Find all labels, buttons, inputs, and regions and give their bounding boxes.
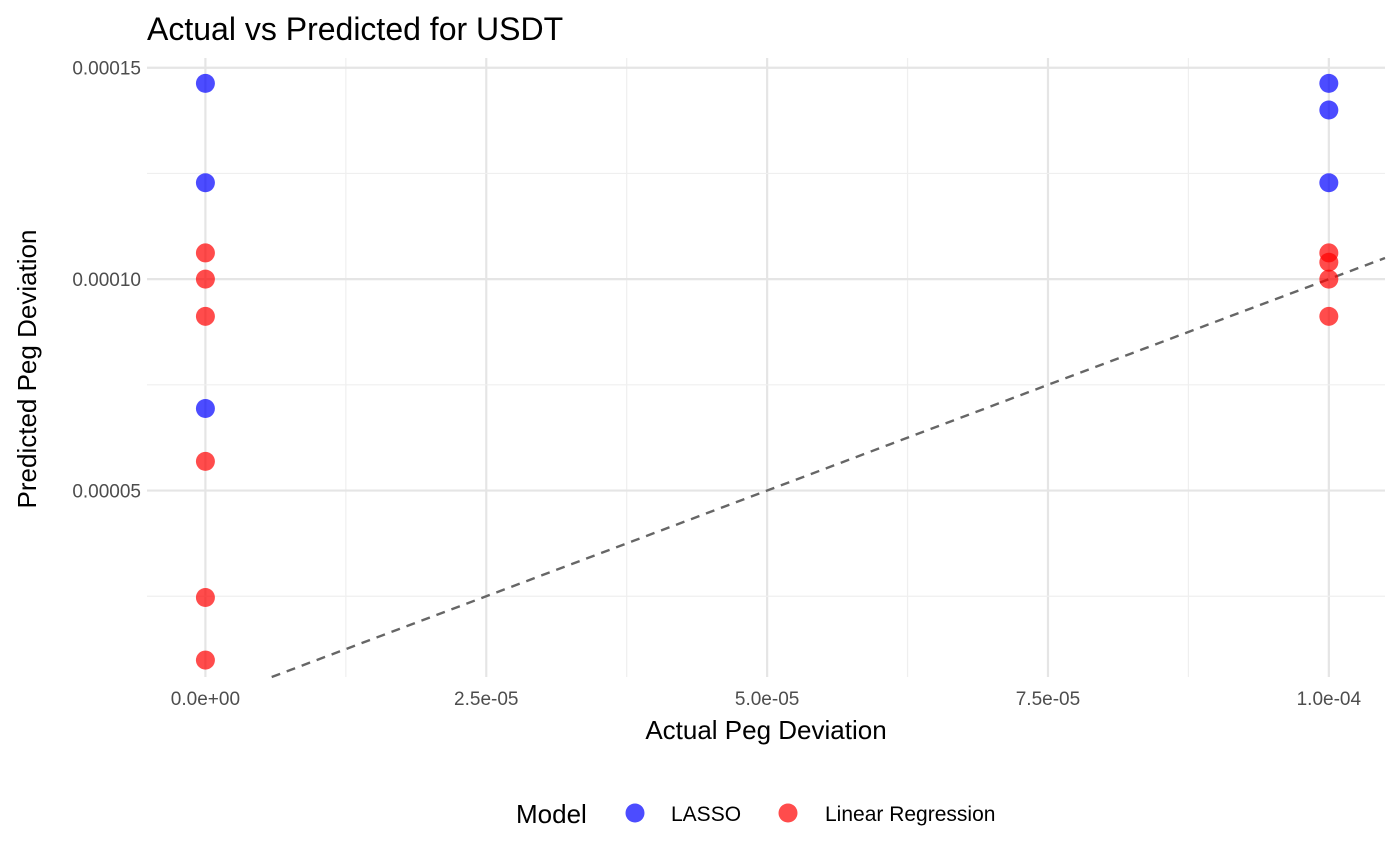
legend-label: LASSO bbox=[671, 803, 741, 826]
x-axis-ticks: 0.0e+00 2.5e-05 5.0e-05 7.5e-05 1.0e-04 bbox=[171, 689, 1362, 710]
y-tick-label: 0.00005 bbox=[72, 482, 141, 503]
data-point-lasso bbox=[1319, 173, 1339, 193]
data-point-linear-regression bbox=[1319, 269, 1339, 289]
legend-title: Model bbox=[516, 799, 587, 829]
x-tick-label: 5.0e-05 bbox=[735, 689, 799, 710]
legend-key-linear-regression bbox=[778, 803, 798, 823]
x-tick-label: 1.0e-04 bbox=[1297, 689, 1362, 710]
x-tick-label: 2.5e-05 bbox=[454, 689, 518, 710]
data-point-linear-regression bbox=[195, 650, 215, 670]
x-axis-title: Actual Peg Deviation bbox=[645, 715, 886, 745]
legend-label: Linear Regression bbox=[825, 803, 995, 826]
data-point-lasso bbox=[1319, 73, 1339, 93]
data-point-linear-regression bbox=[195, 451, 215, 471]
chart-title: Actual vs Predicted for USDT bbox=[147, 11, 563, 47]
y-tick-label: 0.00010 bbox=[72, 270, 141, 291]
data-point-linear-regression bbox=[195, 306, 215, 326]
y-axis-ticks: 0.00005 0.00010 0.00015 bbox=[72, 59, 141, 503]
x-tick-label: 0.0e+00 bbox=[171, 689, 240, 710]
data-point-lasso bbox=[195, 73, 215, 93]
reference-line bbox=[271, 256, 1386, 679]
points-layer bbox=[195, 73, 1339, 670]
data-point-linear-regression bbox=[1319, 252, 1339, 272]
grid-layer bbox=[147, 58, 1385, 677]
data-point-linear-regression bbox=[195, 243, 215, 263]
legend-items: LASSO Linear Regression bbox=[625, 803, 995, 826]
reference-line-layer bbox=[271, 256, 1386, 679]
x-tick-label: 7.5e-05 bbox=[1016, 689, 1080, 710]
legend: Model LASSO Linear Regression bbox=[516, 799, 995, 829]
data-point-linear-regression bbox=[195, 588, 215, 608]
legend-key-lasso bbox=[625, 803, 645, 823]
data-point-linear-regression bbox=[1319, 306, 1339, 326]
data-point-lasso bbox=[1319, 100, 1339, 120]
y-tick-label: 0.00015 bbox=[72, 59, 141, 80]
data-point-linear-regression bbox=[195, 269, 215, 289]
data-point-lasso bbox=[195, 173, 215, 193]
data-point-lasso bbox=[195, 399, 215, 419]
y-axis-title: Predicted Peg Deviation bbox=[12, 230, 42, 509]
